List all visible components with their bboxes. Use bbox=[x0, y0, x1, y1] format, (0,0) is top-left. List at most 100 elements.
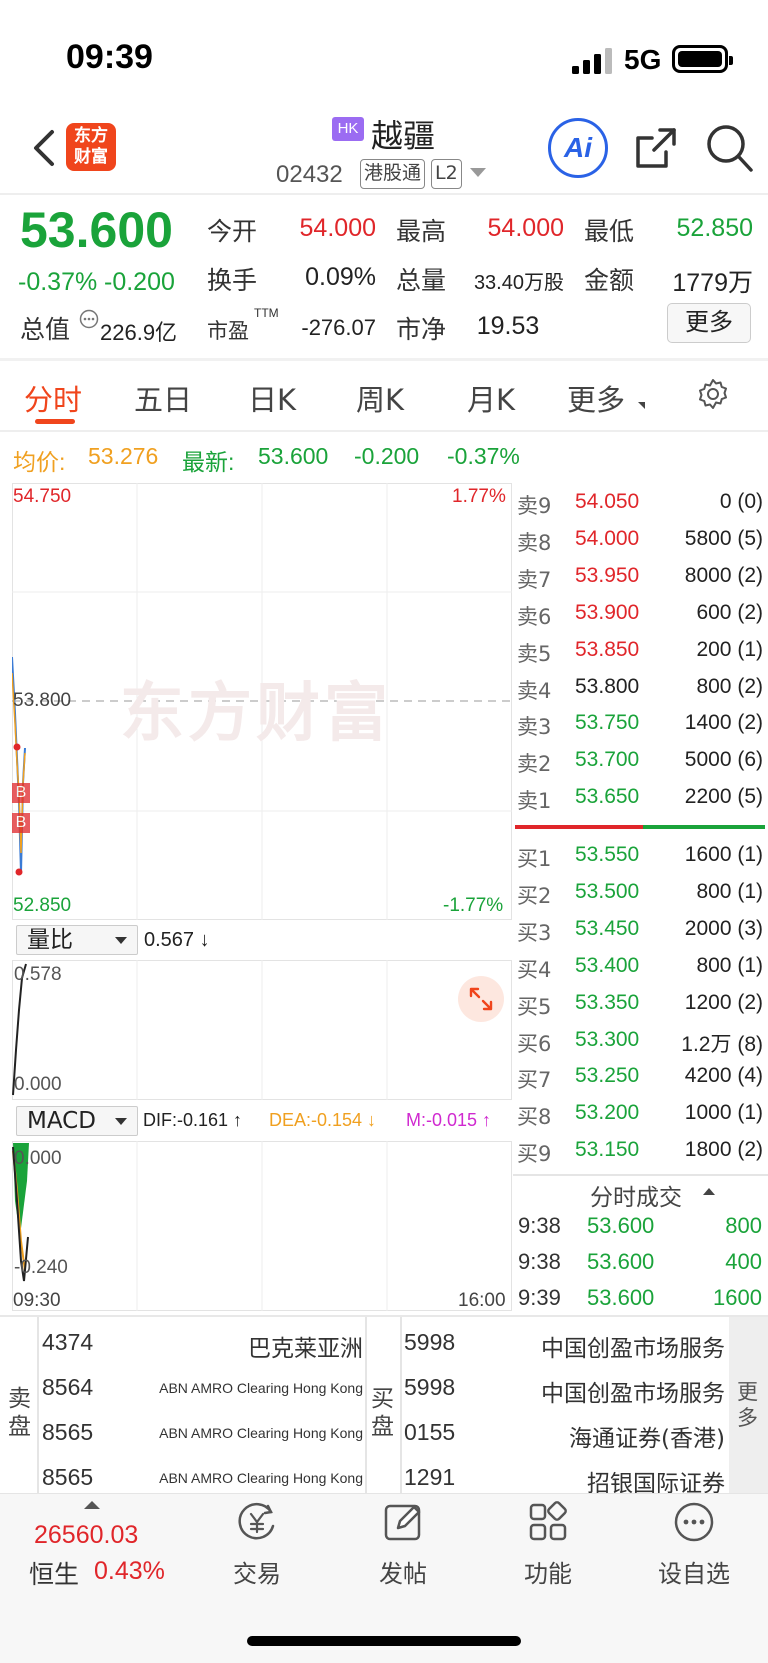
post-label: 发帖 bbox=[379, 1560, 427, 1588]
post-button[interactable]: 发帖 bbox=[358, 1500, 448, 1590]
volume-ratio-selector-label: 量比 bbox=[27, 927, 73, 953]
buy-marker: B bbox=[12, 813, 30, 833]
ask-row[interactable]: 卖2 53.700 5000 (6) bbox=[517, 748, 765, 785]
macd-bottom: -0.240 bbox=[14, 1257, 68, 1278]
share-icon[interactable] bbox=[632, 124, 680, 172]
sell-broker-id[interactable]: 4374 bbox=[42, 1329, 94, 1355]
low-value: 52.850 bbox=[676, 214, 753, 242]
expand-button[interactable] bbox=[458, 976, 504, 1022]
buy-broker-name[interactable]: 中国创盈市场服务 bbox=[541, 1336, 725, 1362]
sell-broker-name[interactable]: ABN AMRO Clearing Hong Kong bbox=[159, 1380, 363, 1396]
ask-row[interactable]: 卖8 54.000 5800 (5) bbox=[517, 527, 765, 564]
ask-volume: 5000 (6) bbox=[684, 748, 763, 772]
bid-row[interactable]: 买8 53.200 1000 (1) bbox=[517, 1101, 765, 1138]
ask-volume: 800 (2) bbox=[696, 674, 763, 698]
macd-chart[interactable] bbox=[12, 1141, 512, 1311]
add-watchlist-label: 设自选 bbox=[658, 1560, 730, 1588]
stock-name[interactable]: 越疆 bbox=[371, 117, 436, 155]
gear-icon[interactable] bbox=[696, 377, 730, 411]
brokers-more-button[interactable]: 更 多 bbox=[729, 1317, 768, 1493]
buy-broker-id[interactable]: 5998 bbox=[404, 1329, 456, 1355]
ask-row[interactable]: 卖5 53.850 200 (1) bbox=[517, 638, 765, 675]
buy-broker-name[interactable]: 招银国际证券 bbox=[587, 1471, 725, 1497]
macd-top: 0.000 bbox=[14, 1148, 62, 1169]
quote-divider bbox=[0, 358, 768, 361]
broker-divider bbox=[400, 1317, 402, 1493]
buy-broker-name[interactable]: 海通证券(香港) bbox=[569, 1426, 725, 1452]
bid-volume: 1800 (2) bbox=[684, 1138, 763, 1162]
ask-row[interactable]: 卖7 53.950 8000 (2) bbox=[517, 564, 765, 601]
watermark: 东方财富 bbox=[120, 677, 392, 751]
macd-selector[interactable]: MACD bbox=[16, 1106, 138, 1136]
time-end: 16:00 bbox=[458, 1290, 506, 1311]
tab-more[interactable]: 更多 bbox=[567, 383, 626, 417]
ask-row[interactable]: 卖6 53.900 600 (2) bbox=[517, 601, 765, 638]
amount-value: 1779万 bbox=[672, 269, 753, 297]
trades-sort-icon[interactable] bbox=[703, 1188, 715, 1195]
tab-daily-k[interactable]: 日K bbox=[248, 383, 297, 417]
ask-row[interactable]: 卖3 53.750 1400 (2) bbox=[517, 711, 765, 748]
header-divider bbox=[0, 193, 768, 195]
bid-row[interactable]: 买3 53.450 2000 (3) bbox=[517, 917, 765, 954]
bid-row[interactable]: 买2 53.500 800 (1) bbox=[517, 880, 765, 917]
index-value[interactable]: 26560.03 bbox=[34, 1521, 139, 1549]
bid-price: 53.450 bbox=[575, 916, 640, 940]
bid-volume: 800 (1) bbox=[696, 953, 763, 977]
sell-broker-name[interactable]: ABN AMRO Clearing Hong Kong bbox=[159, 1425, 363, 1441]
ai-button[interactable]: Ai bbox=[548, 118, 608, 178]
pb-label: 市净 bbox=[396, 315, 447, 344]
functions-button[interactable]: 功能 bbox=[503, 1500, 593, 1590]
trade-button[interactable]: 交易 bbox=[212, 1500, 302, 1590]
info-icon[interactable] bbox=[79, 309, 99, 329]
bid-row[interactable]: 买4 53.400 800 (1) bbox=[517, 954, 765, 991]
volume-ratio-bottom: 0.000 bbox=[14, 1074, 62, 1095]
ask-row[interactable]: 卖1 53.650 2200 (5) bbox=[517, 785, 765, 822]
latest-price-label: 最新: bbox=[182, 449, 235, 475]
more-quote-button[interactable]: 更多 bbox=[667, 303, 751, 343]
ask-row[interactable]: 卖4 53.800 800 (2) bbox=[517, 675, 765, 712]
buy-broker-id[interactable]: 1291 bbox=[404, 1464, 456, 1490]
back-arrow-icon[interactable] bbox=[26, 124, 66, 172]
stock-switch-chevron-icon[interactable] bbox=[470, 168, 486, 177]
sell-broker-id[interactable]: 8565 bbox=[42, 1419, 94, 1445]
bid-row[interactable]: 买9 53.150 1800 (2) bbox=[517, 1138, 765, 1175]
sell-broker-id[interactable]: 8564 bbox=[42, 1374, 94, 1400]
index-name[interactable]: 恒生 bbox=[29, 1560, 80, 1589]
sell-broker-name[interactable]: ABN AMRO Clearing Hong Kong bbox=[159, 1470, 363, 1486]
sell-broker-name[interactable]: 巴克莱亚洲 bbox=[248, 1336, 363, 1362]
ask-level-label: 卖9 bbox=[517, 494, 552, 518]
ask-volume: 0 (0) bbox=[719, 490, 763, 513]
bid-row[interactable]: 买7 53.250 4200 (4) bbox=[517, 1064, 765, 1101]
macd-selector-label: MACD bbox=[27, 1108, 96, 1134]
index-change-percent[interactable]: 0.43% bbox=[94, 1557, 165, 1585]
search-icon[interactable] bbox=[704, 122, 754, 174]
bid-level-label: 买5 bbox=[517, 994, 552, 1019]
volume-ratio-selector[interactable]: 量比 bbox=[16, 925, 138, 955]
tab-monthly-k[interactable]: 月K bbox=[467, 383, 516, 417]
bid-row[interactable]: 买6 53.300 1.2万 (8) bbox=[517, 1028, 765, 1065]
tab-weekly-k[interactable]: 周K bbox=[356, 383, 405, 417]
high-value: 54.000 bbox=[487, 214, 564, 242]
ask-price: 54.050 bbox=[575, 490, 640, 513]
trades-title[interactable]: 分时成交 bbox=[590, 1185, 682, 1211]
trade-time: 9:38 bbox=[518, 1213, 561, 1238]
ask-row[interactable]: 卖9 54.050 0 (0) bbox=[517, 490, 765, 527]
buy-broker-name[interactable]: 中国创盈市场服务 bbox=[541, 1381, 725, 1407]
pe-value: -276.07 bbox=[301, 315, 376, 340]
buy-broker-id[interactable]: 5998 bbox=[404, 1374, 456, 1400]
bid-volume: 1600 (1) bbox=[684, 843, 763, 866]
bid-row[interactable]: 买5 53.350 1200 (2) bbox=[517, 991, 765, 1028]
buy-broker-id[interactable]: 0155 bbox=[404, 1419, 456, 1445]
add-watchlist-button[interactable]: 设自选 bbox=[649, 1500, 739, 1590]
tab-intraday[interactable]: 分时 bbox=[24, 383, 83, 417]
app-logo[interactable]: 东方 财富 bbox=[66, 123, 116, 171]
bid-row[interactable]: 买1 53.550 1600 (1) bbox=[517, 843, 765, 880]
index-expand-icon[interactable] bbox=[84, 1501, 100, 1509]
trade-volume: 400 bbox=[725, 1249, 762, 1274]
tab-five-day[interactable]: 五日 bbox=[134, 383, 193, 417]
stock-connect-tag: 港股通 bbox=[360, 159, 426, 189]
sell-broker-id[interactable]: 8565 bbox=[42, 1464, 94, 1490]
volume-ratio-chart[interactable] bbox=[12, 960, 512, 1100]
ask-price: 53.750 bbox=[575, 711, 640, 735]
ask-price: 53.900 bbox=[575, 600, 640, 624]
